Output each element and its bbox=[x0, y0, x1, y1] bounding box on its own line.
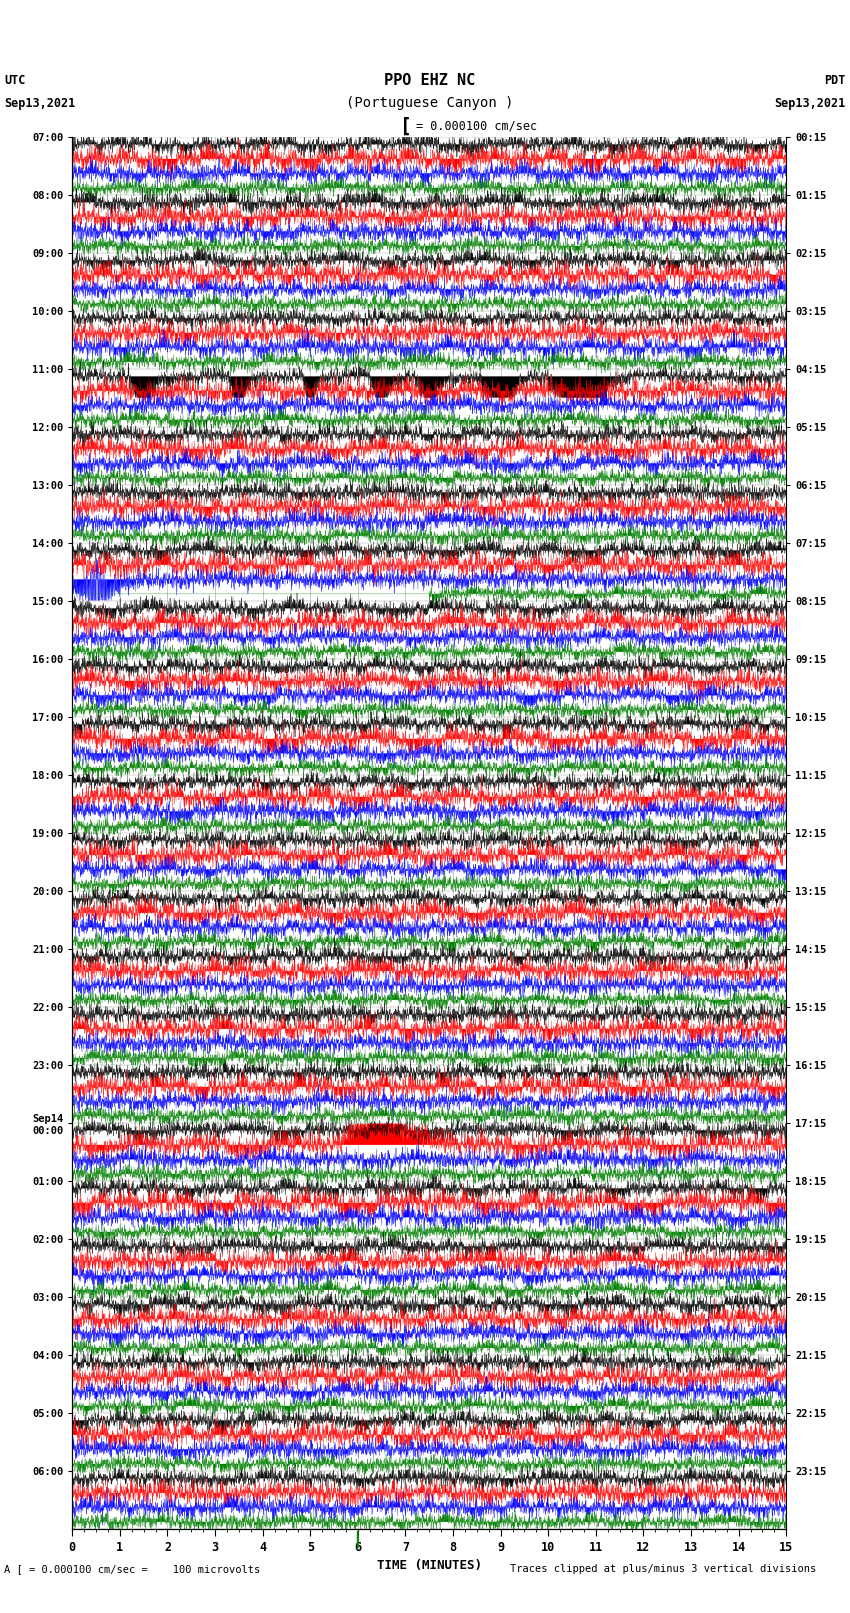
Text: Sep13,2021: Sep13,2021 bbox=[4, 97, 76, 110]
Text: UTC: UTC bbox=[4, 74, 26, 87]
X-axis label: TIME (MINUTES): TIME (MINUTES) bbox=[377, 1560, 482, 1573]
Text: = 0.000100 cm/sec: = 0.000100 cm/sec bbox=[416, 119, 537, 132]
Text: (Portuguese Canyon ): (Portuguese Canyon ) bbox=[345, 97, 513, 110]
Text: [: [ bbox=[400, 116, 412, 135]
Text: Sep13,2021: Sep13,2021 bbox=[774, 97, 846, 110]
Text: Traces clipped at plus/minus 3 vertical divisions: Traces clipped at plus/minus 3 vertical … bbox=[510, 1565, 816, 1574]
Text: PPO EHZ NC: PPO EHZ NC bbox=[383, 73, 475, 89]
Text: PDT: PDT bbox=[824, 74, 846, 87]
Text: A [ = 0.000100 cm/sec =    100 microvolts: A [ = 0.000100 cm/sec = 100 microvolts bbox=[4, 1565, 260, 1574]
